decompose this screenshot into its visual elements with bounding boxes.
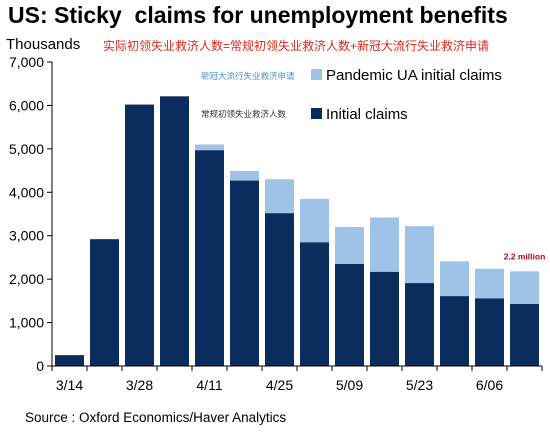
legend: 新冠大流行失业救济申请 Pandemic UA initial claims 常…: [201, 67, 502, 123]
y-tick-label: 6,000: [9, 97, 44, 113]
bar-initial-claims: [230, 180, 259, 366]
bar-initial-claims: [335, 263, 364, 366]
bar-pandemic-claims: [195, 144, 224, 151]
y-tick-label: 2,000: [9, 271, 44, 287]
bar-pandemic-claims: [230, 171, 259, 181]
bar-pandemic-claims: [300, 198, 329, 243]
y-axis: 0 1,000 2,000 3,000 4,000 5,000 6,000 7,000: [9, 54, 53, 374]
legend-initial-label: Initial claims: [326, 106, 408, 123]
x-tick-label: 5/09: [336, 377, 363, 393]
bar-pandemic-claims: [440, 261, 469, 297]
x-tick-label: 6/06: [476, 377, 503, 393]
x-tick-label: 5/23: [406, 377, 433, 393]
x-tick-label: 4/11: [196, 377, 222, 393]
y-tick-label: 4,000: [9, 184, 44, 200]
x-tick-label: 3/28: [126, 377, 153, 393]
bar-initial-claims: [90, 239, 119, 366]
bar-initial-claims: [510, 303, 539, 366]
legend-pandemic-label: Pandemic UA initial claims: [326, 67, 502, 84]
bar-pandemic-claims: [265, 179, 294, 214]
bar-initial-claims: [475, 298, 504, 366]
bar-initial-claims: [160, 96, 189, 367]
y-tick-label: 5,000: [9, 141, 44, 157]
bar-pandemic-claims: [370, 217, 399, 272]
bar-initial-claims: [55, 355, 84, 366]
x-tick-label: 4/25: [266, 377, 293, 393]
bar-pandemic-claims: [335, 227, 364, 264]
chart-title: US: Sticky claims for unemployment benef…: [8, 2, 508, 28]
bar-pandemic-claims: [475, 268, 504, 299]
y-axis-units-label: Thousands: [6, 36, 81, 53]
y-tick-label: 0: [36, 358, 44, 374]
bar-initial-claims: [440, 296, 469, 366]
bar-initial-claims: [125, 104, 154, 366]
legend-swatch-pandemic: [311, 69, 322, 80]
y-tick-label: 1,000: [9, 315, 44, 331]
bar-initial-claims: [300, 242, 329, 366]
formula-note: 实际初领失业救济人数=常规初领失业救济人数+新冠大流行失业救济申请: [103, 39, 490, 53]
annotation-2-2-million: 2.2 million: [504, 251, 546, 261]
bar-initial-claims: [195, 150, 224, 366]
y-tick-label: 7,000: [9, 54, 44, 70]
bar-initial-claims: [265, 213, 294, 366]
bar-pandemic-claims: [510, 271, 539, 304]
legend-swatch-initial: [311, 108, 322, 119]
source-note: Source : Oxford Economics/Haver Analytic…: [25, 410, 287, 425]
bar-pandemic-claims: [405, 226, 434, 284]
bar-initial-claims: [405, 283, 434, 366]
x-axis: 3/14 3/28 4/11 4/25 5/09 5/23 6/06: [51, 365, 543, 393]
y-tick-label: 3,000: [9, 228, 44, 244]
legend-pandemic-cn: 新冠大流行失业救济申请: [201, 71, 295, 81]
bars: [55, 96, 539, 367]
bar-initial-claims: [370, 271, 399, 366]
legend-initial-cn: 常规初领失业救济人数: [201, 109, 287, 119]
x-tick-label: 3/14: [56, 377, 83, 393]
